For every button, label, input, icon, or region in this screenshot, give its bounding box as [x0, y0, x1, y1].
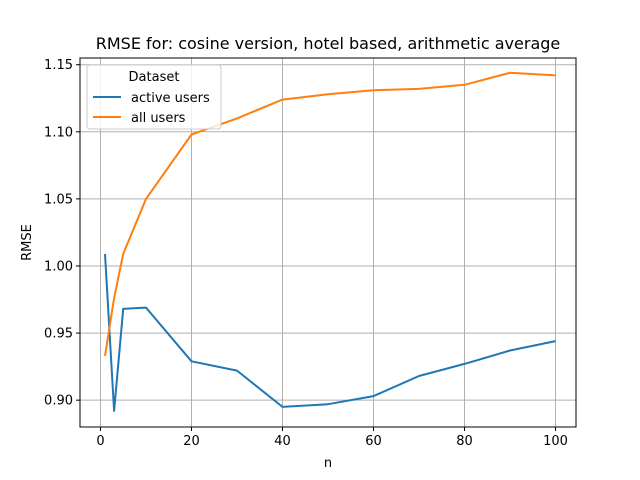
x-tick-label: 100: [543, 434, 568, 449]
x-axis-label: n: [324, 456, 332, 471]
y-tick-label: 1.10: [44, 125, 73, 140]
x-tick-label: 0: [96, 434, 104, 449]
legend-label-active-users: active users: [131, 91, 210, 106]
x-tick-label: 80: [456, 434, 473, 449]
chart-title: RMSE for: cosine version, hotel based, a…: [96, 34, 561, 53]
y-tick-label: 1.15: [44, 58, 73, 73]
legend: Dataset active users all users: [87, 65, 221, 129]
y-tick-label: 1.05: [44, 192, 73, 207]
x-tick-label: 20: [183, 434, 200, 449]
x-tick-label: 60: [365, 434, 382, 449]
x-tick-label: 40: [274, 434, 291, 449]
y-tick-label: 1.00: [44, 259, 73, 274]
y-tick-label: 0.95: [44, 327, 73, 342]
legend-label-all-users: all users: [131, 111, 186, 126]
y-axis-label: RMSE: [20, 224, 35, 261]
y-tick-label: 0.90: [44, 394, 73, 409]
legend-title: Dataset: [129, 70, 180, 85]
